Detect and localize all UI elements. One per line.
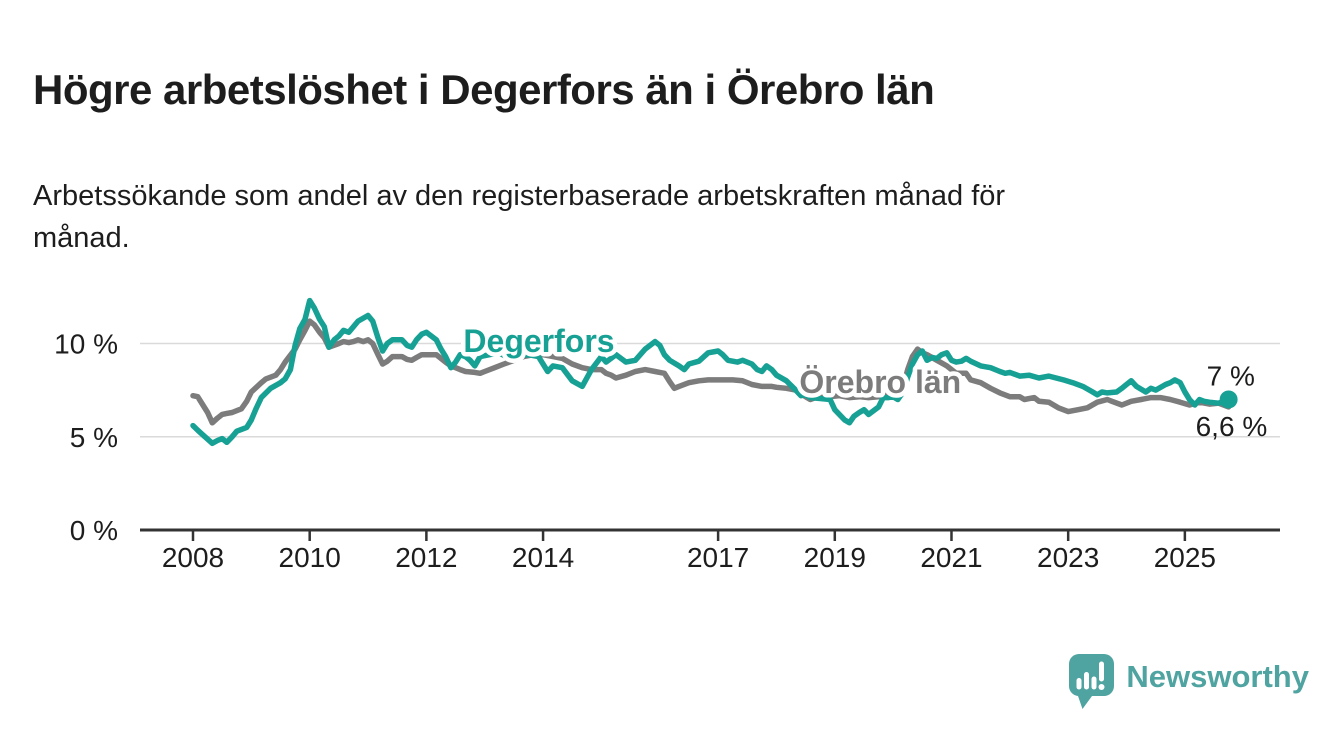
x-tick-label: 2008 — [162, 542, 224, 573]
chart-subtitle: Arbetssökande som andel av den registerb… — [33, 180, 1006, 254]
x-tick-label: 2023 — [1037, 542, 1099, 573]
x-tick-label: 2012 — [395, 542, 457, 573]
y-tick-label: 0 % — [70, 515, 118, 546]
series-label-orebro-lan: Örebro län — [799, 364, 961, 400]
end-value-label-orebro-lan: 6,6 % — [1196, 411, 1268, 442]
y-tick-label: 10 % — [54, 329, 118, 360]
x-tick-label: 2021 — [920, 542, 982, 573]
x-tick-label: 2014 — [512, 542, 574, 573]
endpoint-dot-degerfors — [1219, 390, 1238, 409]
series-label-degerfors: Degerfors — [463, 323, 614, 359]
newsworthy-wordmark: Newsworthy — [1126, 659, 1309, 694]
x-tick-label: 2019 — [804, 542, 866, 573]
y-tick-label: 5 % — [70, 422, 118, 453]
series-line-degerfors — [190, 297, 1232, 447]
newsworthy-speech-bubble-bar-chart-icon — [1069, 654, 1115, 709]
end-value-label-degerfors: 7 % — [1207, 360, 1255, 391]
series-line-orebro-lan — [190, 318, 1232, 426]
page-title: Högre arbetslöshet i Degerfors än i Öreb… — [33, 66, 935, 114]
x-tick-label: 2017 — [687, 542, 749, 573]
x-tick-label: 2010 — [279, 542, 341, 573]
x-tick-label: 2025 — [1154, 542, 1216, 573]
newsworthy-branding: Newsworthy — [1069, 654, 1309, 710]
